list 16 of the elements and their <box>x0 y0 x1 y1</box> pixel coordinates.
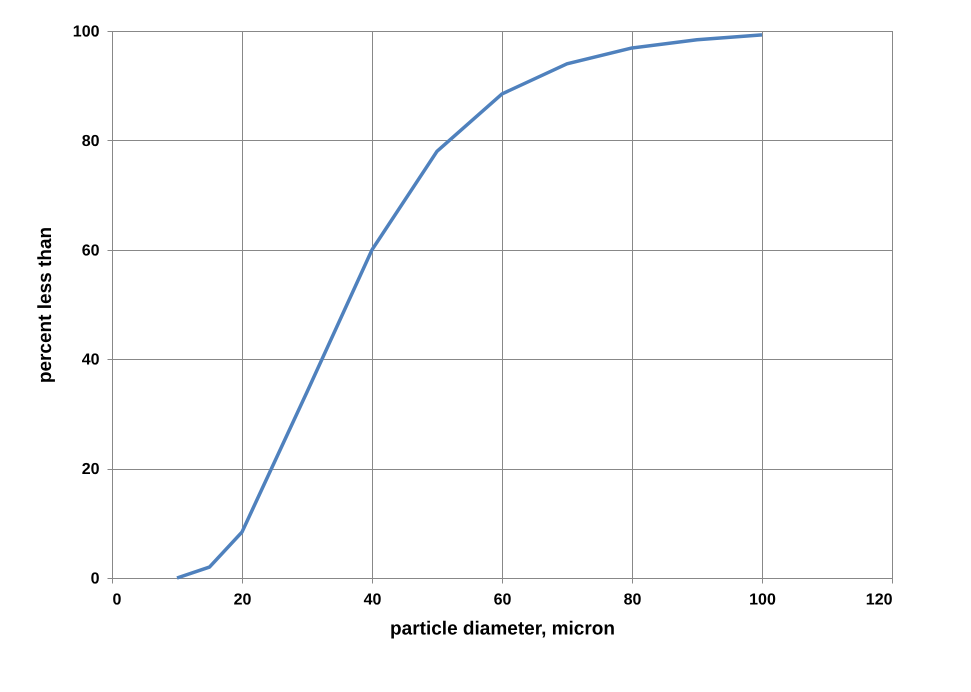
x-tick-label: 80 <box>624 592 642 608</box>
y-tick-label: 20 <box>82 461 100 478</box>
y-tick-label: 0 <box>90 570 100 588</box>
x-axis-title: particle diameter, micron <box>390 618 615 640</box>
x-tick-label: 40 <box>364 592 382 608</box>
line-series <box>175 33 764 580</box>
y-tick-label: 80 <box>82 132 100 150</box>
y-axis-title: percent less than <box>34 226 56 384</box>
x-tick-label: 60 <box>494 592 512 608</box>
x-tick-label: 100 <box>749 592 776 608</box>
x-tick-label: 0 <box>112 592 122 608</box>
y-tick-label: 60 <box>82 242 100 260</box>
x-tick-label: 120 <box>866 592 893 608</box>
y-tick-label: 40 <box>82 352 100 369</box>
x-tick-label: 20 <box>234 592 252 608</box>
y-tick-label: 100 <box>72 24 100 40</box>
